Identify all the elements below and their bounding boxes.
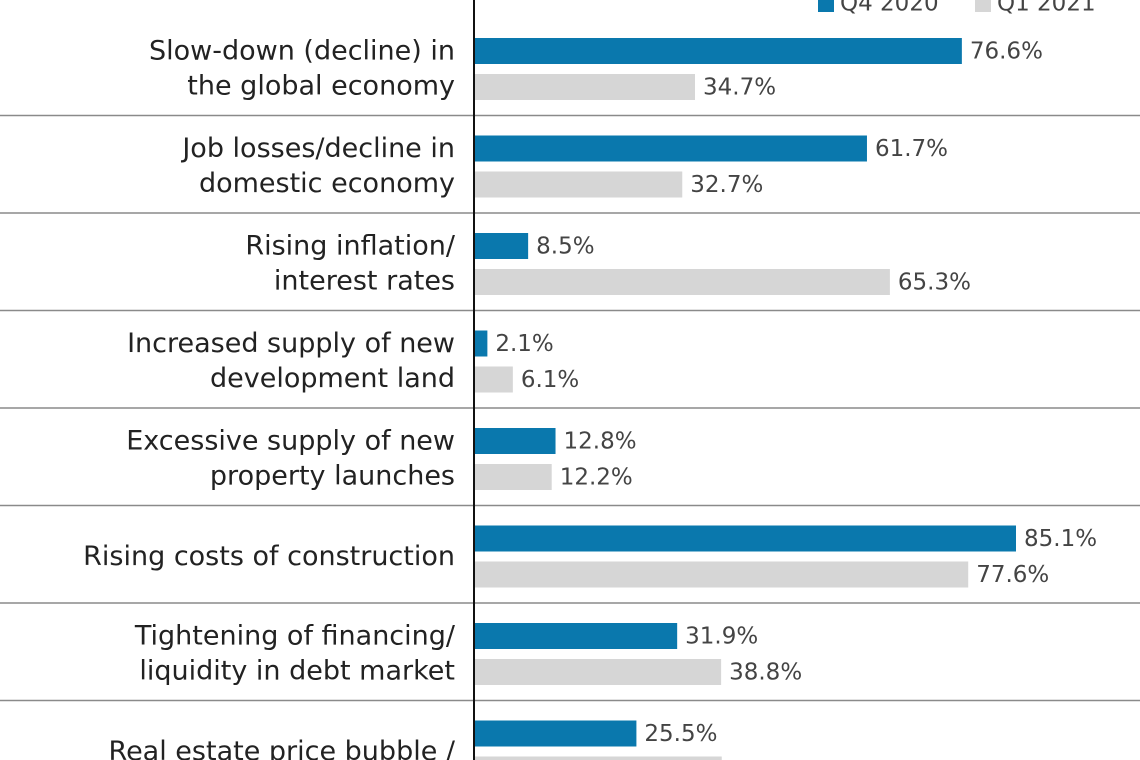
category-label: Rising costs of construction <box>83 541 455 572</box>
bar <box>474 525 1016 552</box>
value-label: 85.1% <box>1024 526 1097 552</box>
bar <box>474 720 637 747</box>
bar <box>474 623 678 649</box>
legend-label: Q1 2021 <box>997 0 1096 17</box>
legend-swatch <box>975 0 991 12</box>
value-label: 65.3% <box>898 270 971 296</box>
category-label: Rising inflation/ <box>245 231 456 262</box>
category-label: Tightening of financing/ <box>134 621 456 652</box>
bar <box>474 428 556 454</box>
category-label: property launches <box>210 461 455 492</box>
value-label: 2.1% <box>495 331 553 357</box>
value-label: 61.7% <box>875 136 948 162</box>
category-label: development land <box>210 363 455 394</box>
category-label: Real estate price bubble / <box>109 736 456 760</box>
bar <box>474 330 488 357</box>
bar <box>474 38 962 64</box>
category-label: Slow-down (decline) in <box>149 36 455 67</box>
value-label: 38.8% <box>729 660 802 686</box>
category-label: Excessive supply of new <box>126 426 455 457</box>
bar <box>474 74 696 100</box>
legend-label: Q4 2020 <box>840 0 939 17</box>
bar <box>474 659 722 685</box>
bar <box>474 366 513 393</box>
value-label: 34.7% <box>703 75 776 101</box>
bar <box>474 756 722 760</box>
category-label: interest rates <box>274 266 455 297</box>
bar <box>474 269 890 295</box>
value-label: 32.7% <box>690 172 763 198</box>
legend-swatch <box>818 0 834 12</box>
value-label: 25.5% <box>644 721 717 747</box>
category-label: domestic economy <box>199 168 455 199</box>
value-label: 8.5% <box>536 234 594 260</box>
value-label: 12.8% <box>564 429 637 455</box>
category-label: liquidity in debt market <box>139 656 455 687</box>
category-label: the global economy <box>187 71 455 102</box>
bar <box>474 464 552 490</box>
value-label: 12.2% <box>560 465 633 491</box>
bar <box>474 135 867 162</box>
category-label: Job losses/decline in <box>180 133 455 164</box>
category-label: Increased supply of new <box>127 328 455 359</box>
value-label: 76.6% <box>970 39 1043 65</box>
value-label: 6.1% <box>521 367 579 393</box>
value-label: 31.9% <box>685 624 758 650</box>
bar <box>474 233 529 259</box>
value-label: 77.6% <box>976 562 1049 588</box>
bar <box>474 561 969 588</box>
bar <box>474 171 683 198</box>
